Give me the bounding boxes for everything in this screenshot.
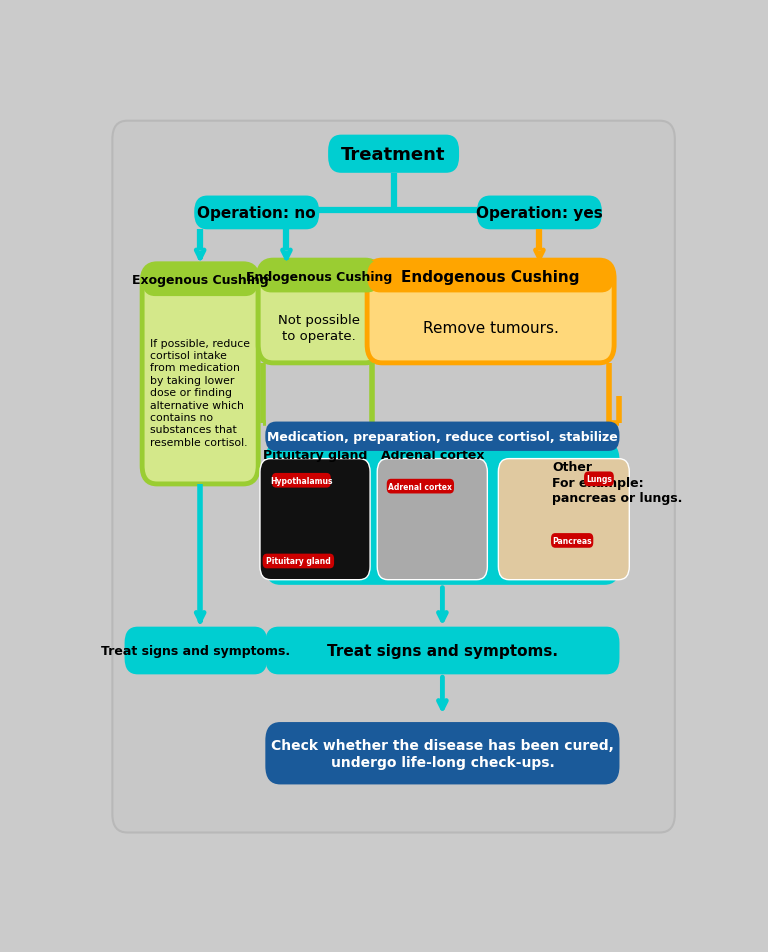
Text: Exogenous Cushing: Exogenous Cushing [132,274,269,288]
Text: Pituitary gland: Pituitary gland [266,557,331,565]
FancyBboxPatch shape [194,196,319,230]
FancyBboxPatch shape [258,261,380,293]
Text: Remove tumours.: Remove tumours. [422,321,558,336]
FancyBboxPatch shape [377,459,488,580]
FancyBboxPatch shape [551,533,594,548]
FancyBboxPatch shape [367,261,614,364]
FancyBboxPatch shape [258,261,380,364]
FancyBboxPatch shape [367,261,614,293]
Text: Lungs: Lungs [586,475,612,484]
FancyBboxPatch shape [387,479,454,494]
Text: Check whether the disease has been cured,
undergo life-long check-ups.: Check whether the disease has been cured… [271,738,614,769]
FancyBboxPatch shape [265,422,620,451]
Text: Hypothalamus: Hypothalamus [270,476,333,486]
Text: Endogenous Cushing: Endogenous Cushing [402,269,580,285]
Text: Operation: yes: Operation: yes [476,206,603,221]
FancyBboxPatch shape [584,472,614,486]
FancyBboxPatch shape [265,443,620,585]
Text: Other
For example:
pancreas or lungs.: Other For example: pancreas or lungs. [552,461,682,505]
FancyBboxPatch shape [477,196,602,230]
FancyBboxPatch shape [263,554,334,568]
FancyBboxPatch shape [265,627,620,675]
Text: Treatment: Treatment [341,146,446,164]
FancyBboxPatch shape [112,122,675,833]
Text: If possible, reduce
cortisol intake
from medication
by taking lower
dose or find: If possible, reduce cortisol intake from… [151,338,250,447]
FancyBboxPatch shape [328,135,459,173]
Text: Endogenous Cushing: Endogenous Cushing [246,270,392,284]
FancyBboxPatch shape [142,265,258,297]
Text: Adrenal cortex: Adrenal cortex [389,482,452,491]
Text: Adrenal cortex: Adrenal cortex [380,449,484,462]
FancyBboxPatch shape [260,459,370,580]
Text: Operation: no: Operation: no [197,206,316,221]
FancyBboxPatch shape [265,723,620,784]
FancyBboxPatch shape [498,459,629,580]
Text: Treat signs and symptoms.: Treat signs and symptoms. [101,645,290,657]
Text: Pancreas: Pancreas [552,536,592,545]
FancyBboxPatch shape [142,265,258,485]
Text: Not possible
to operate.: Not possible to operate. [278,314,360,343]
Text: Treat signs and symptoms.: Treat signs and symptoms. [327,644,558,659]
Text: Pituitary gland: Pituitary gland [263,449,367,462]
FancyBboxPatch shape [124,627,267,675]
FancyBboxPatch shape [272,473,331,488]
Text: Medication, preparation, reduce cortisol, stabilize: Medication, preparation, reduce cortisol… [267,430,617,444]
